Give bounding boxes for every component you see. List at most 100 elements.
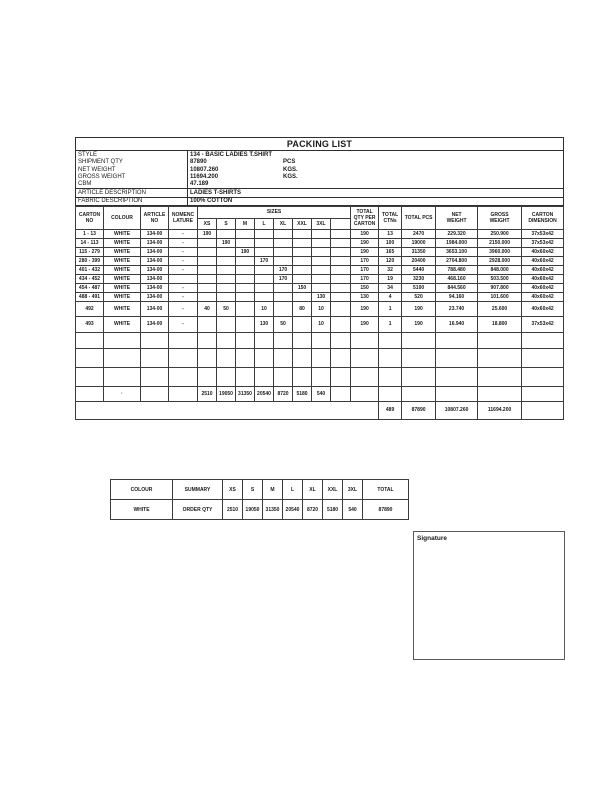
carton-table-cell — [477, 386, 523, 402]
summary-table-cell: 87890 — [362, 499, 409, 520]
carton-table-cell — [521, 332, 565, 349]
carton-table-cell: 31350 — [235, 386, 255, 402]
carton-table-cell: 134-00 — [140, 247, 169, 257]
carton-table-cell — [216, 332, 236, 349]
carton-table-cell — [292, 229, 312, 239]
carton-table-cell — [311, 229, 331, 239]
carton-table-cell: WHITE — [103, 283, 141, 293]
carton-table-cell — [197, 367, 217, 387]
carton-table-cell: 40x60x42 — [521, 265, 565, 275]
carton-table-cell — [254, 332, 274, 349]
carton-table-cell — [273, 367, 293, 387]
carton-table-cell: 8720 — [273, 386, 293, 402]
carton-table-cell — [329, 367, 352, 387]
carton-table-cell — [329, 283, 352, 293]
carton-table-cell: - — [168, 283, 198, 293]
carton-table-cell — [216, 367, 236, 387]
carton-table-cell: 229.320 — [435, 229, 479, 239]
col-header-size-xxl: XXL — [292, 218, 312, 230]
carton-table-cell — [273, 292, 293, 302]
info-value: LADIES T-SHIRTS — [188, 189, 563, 196]
col-header-carton-no: CARTON NO — [75, 206, 104, 230]
carton-table-cell — [401, 386, 437, 402]
carton-table-cell — [216, 265, 236, 275]
carton-table-cell: 250.900 — [477, 229, 523, 239]
info-row-gross-weight: GROSS WEIGHT 11694.200 KGS. — [76, 173, 563, 181]
carton-table-cell: 1 — [378, 316, 403, 333]
info-row-article-description: ARTICLE DESCRIPTION LADIES T-SHIRTS — [76, 188, 563, 197]
carton-table-cell — [329, 247, 352, 257]
carton-table-cell — [140, 386, 169, 402]
carton-table-cell: 170 — [350, 256, 380, 266]
carton-table-cell — [168, 367, 198, 387]
carton-table-cell — [254, 292, 274, 302]
carton-table-cell — [292, 265, 312, 275]
summary-table-cell: 20540 — [282, 499, 303, 520]
carton-table-cell: - — [168, 229, 198, 239]
col-header-carton-dimension: CARTON DIMENSION — [521, 206, 565, 230]
carton-table-cell — [401, 348, 437, 368]
carton-table-cell — [235, 283, 255, 293]
carton-table-cell: WHITE — [103, 292, 141, 302]
carton-table-cell — [168, 332, 198, 349]
carton-table-cell — [292, 247, 312, 257]
carton-table-cell: 10 — [311, 301, 331, 317]
info-value: 100% COTTON — [188, 198, 563, 205]
carton-table-cell: 100 — [378, 238, 403, 248]
carton-table-cell: 848.000 — [477, 265, 523, 275]
carton-table-cell: 134-00 — [140, 292, 169, 302]
table-row: WHITE ORDER QTY 2510 19050 31350 20540 8720 518… — [110, 499, 409, 520]
carton-table-cell — [273, 348, 293, 368]
summary-table-cell: S — [242, 479, 263, 500]
carton-table-cell: 94.160 — [435, 292, 479, 302]
carton-table-cell: 540 — [311, 386, 331, 402]
fabric-description-value: 100% COTTON — [190, 198, 233, 205]
summary-table-cell: 8720 — [302, 499, 323, 520]
carton-table-cell: - — [168, 292, 198, 302]
carton-table-cell — [350, 348, 380, 368]
carton-table-cell: 1 - 13 — [75, 229, 104, 239]
carton-table-cell: 50 — [216, 301, 236, 317]
carton-table-cell: 907.800 — [477, 283, 523, 293]
carton-table-cell — [254, 283, 274, 293]
total-net-weight-value: 10807.260 — [435, 401, 479, 420]
info-label: FABRIC DESCRIPTION — [76, 197, 188, 205]
summary-table-cell: XS — [222, 479, 243, 500]
carton-table-cell — [521, 367, 565, 387]
carton-table-cell — [103, 348, 141, 368]
carton-table-cell — [311, 332, 331, 349]
carton-table-cell: 40x60x42 — [521, 292, 565, 302]
carton-table-cell — [311, 265, 331, 275]
col-header-size-3xl: 3XL — [311, 218, 331, 230]
carton-table-cell: - — [168, 301, 198, 317]
carton-table-cell: 19 — [378, 274, 403, 284]
carton-table-cell — [329, 316, 352, 333]
carton-table-cell: 34 — [378, 283, 403, 293]
carton-table-cell: 20540 — [254, 386, 274, 402]
col-header-total-pcs: TOTAL PCS — [401, 206, 437, 230]
signature-box: Signature — [413, 531, 565, 660]
carton-table-cell: 134-00 — [140, 265, 169, 275]
carton-table-cell: 190 — [401, 301, 437, 317]
carton-table-cell: 190 — [401, 316, 437, 333]
carton-table-cell — [216, 292, 236, 302]
carton-table-cell: 190 — [350, 238, 380, 248]
carton-table-cell — [235, 316, 255, 333]
table-row: 401 - 432 WHITE 134-00-170 170 32 5440 788.480… — [75, 265, 565, 275]
carton-table-cell — [435, 332, 479, 349]
carton-table-cell: 31350 — [401, 247, 437, 257]
info-row-cbm: CBM 47.189 — [76, 180, 563, 189]
carton-table-cell — [292, 332, 312, 349]
carton-table-cell: 14 - 113 — [75, 238, 104, 248]
carton-table-cell — [329, 332, 352, 349]
info-label: ARTICLE DESCRIPTION — [76, 189, 188, 197]
carton-table-cell: 10 — [254, 301, 274, 317]
table-row: 115 - 279 WHITE 134-00-190 190 165 31350 3653.… — [75, 247, 565, 257]
carton-table-cell: - — [168, 238, 198, 248]
col-header-size-blank — [329, 218, 352, 230]
carton-table-cell: 23.740 — [435, 301, 479, 317]
carton-table-cell — [311, 247, 331, 257]
carton-table-cell: 120 — [378, 256, 403, 266]
carton-table-cell: 40x60x42 — [521, 247, 565, 257]
carton-table-cell: 190 — [216, 238, 236, 248]
